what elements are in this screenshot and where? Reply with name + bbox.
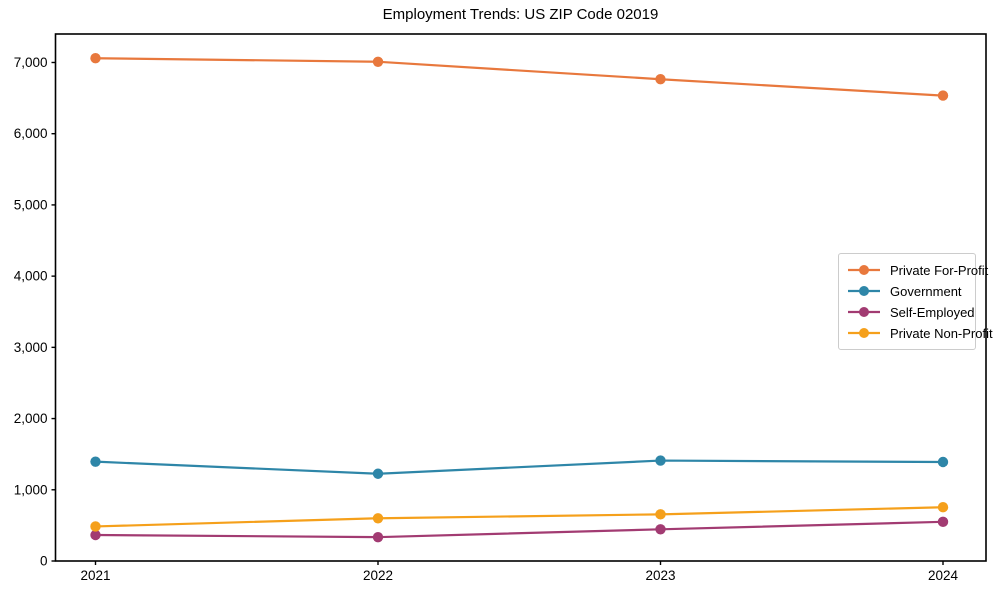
data-point-marker (655, 524, 666, 535)
legend-marker-icon (848, 328, 880, 338)
data-point-marker (937, 90, 949, 101)
y-tick-label: 1,000 (14, 482, 48, 497)
data-point-marker (937, 516, 949, 528)
series-line (95, 57, 944, 97)
legend-item: Self-Employed (847, 302, 975, 322)
x-tick-label: 2022 (363, 568, 393, 583)
series-private-for-profit (90, 53, 949, 101)
data-point-marker (655, 509, 666, 520)
data-point-marker (90, 53, 101, 64)
series-line (95, 520, 944, 539)
y-tick-label: 4,000 (14, 269, 48, 284)
chart-legend: Private For-Profit Government Self-Employe… (838, 253, 993, 350)
legend-label: Private For-Profit (890, 262, 989, 278)
x-tick-label: 2023 (645, 568, 675, 583)
chart-title: Employment Trends: US ZIP Code 02019 (382, 6, 659, 23)
legend-item: Private Non-Profit (847, 323, 993, 343)
data-point-marker (372, 513, 384, 524)
legend-marker-icon (848, 265, 880, 275)
series-government (90, 455, 949, 479)
series-self-employed (90, 516, 949, 543)
y-tick-label: 6,000 (14, 126, 48, 141)
y-tick-label: 5,000 (14, 197, 48, 212)
legend-label: Private Non-Profit (890, 325, 993, 341)
x-tick-label: 2021 (80, 568, 110, 583)
data-point-marker (90, 456, 101, 467)
data-point-marker (372, 531, 384, 543)
series-line (95, 459, 944, 475)
series-private-non-profit (90, 502, 949, 532)
legend-marker-icon (848, 286, 880, 296)
data-point-marker (655, 74, 666, 85)
series-line (95, 506, 944, 528)
data-point-marker (655, 455, 666, 466)
legend-label: Government (890, 283, 962, 299)
legend-label: Self-Employed (890, 304, 975, 320)
y-tick-label: 7,000 (14, 55, 48, 70)
y-tick-label: 0 (40, 554, 48, 569)
plot-border (54, 33, 987, 562)
x-axis: 2021 2022 2023 2024 (80, 561, 959, 583)
y-axis: 0 1,000 2,000 3,000 4,000 5,000 6,000 7,000 (14, 55, 56, 569)
legend-item: Private For-Profit (847, 260, 988, 280)
legend-item: Government (847, 281, 967, 301)
x-tick-label: 2024 (928, 568, 959, 583)
y-tick-label: 3,000 (14, 340, 48, 355)
y-tick-label: 2,000 (14, 411, 48, 426)
legend-marker-icon (848, 307, 880, 317)
data-point-marker (372, 56, 384, 67)
data-point-marker (90, 521, 101, 532)
data-point-marker (90, 529, 101, 541)
data-point-marker (937, 456, 949, 468)
data-point-marker (372, 468, 384, 479)
data-point-marker (937, 502, 949, 513)
